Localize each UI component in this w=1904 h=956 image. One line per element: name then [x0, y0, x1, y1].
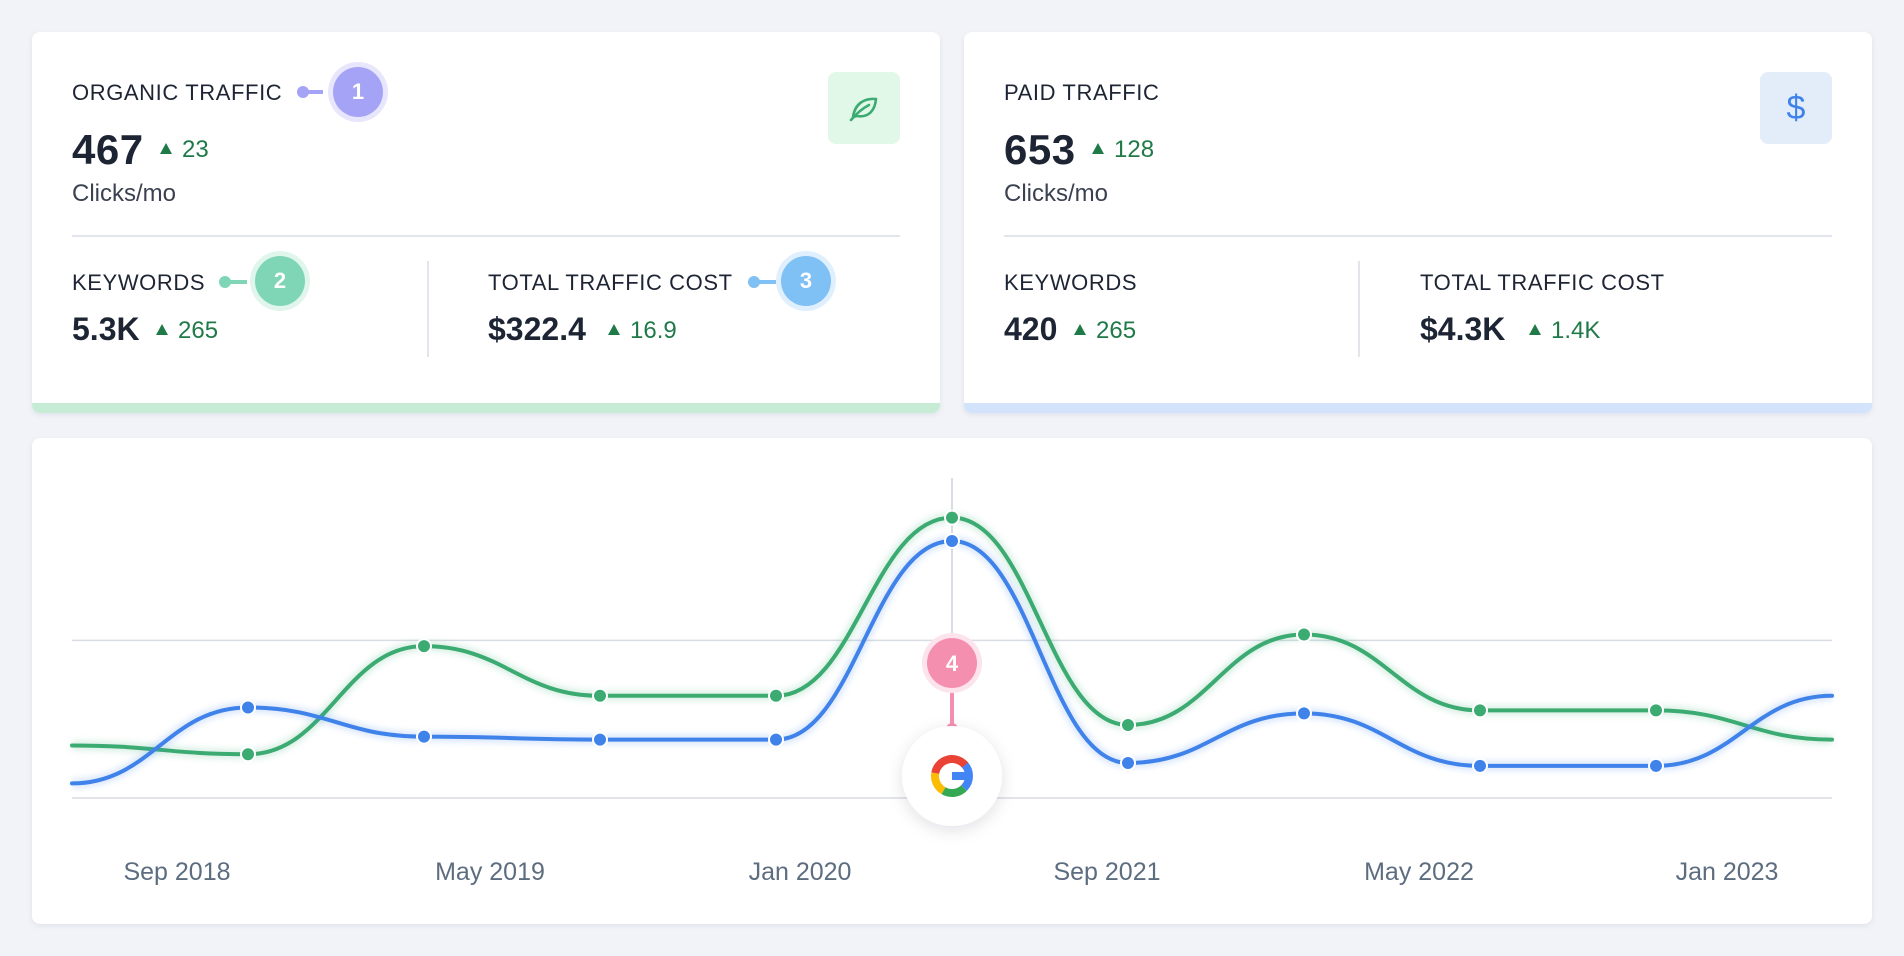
organic-keywords-label: KEYWORDS [72, 270, 206, 295]
data-point[interactable] [1474, 759, 1486, 772]
x-axis-tick-label: Jan 2020 [749, 858, 852, 886]
data-point[interactable] [418, 730, 430, 743]
data-point[interactable] [1650, 704, 1662, 717]
leaf-icon [849, 97, 878, 122]
data-point[interactable] [418, 640, 430, 653]
x-axis-tick-label: May 2019 [435, 858, 545, 886]
x-axis-tick-label: Jan 2023 [1676, 858, 1779, 886]
organic-traffic-value: 467 [72, 126, 144, 173]
chart-x-axis: Sep 2018 May 2019 Jan 2020 Sep 2021 May 2022… [123, 858, 1778, 886]
paid-keywords-label: KEYWORDS [1004, 270, 1138, 295]
organic-traffic-card: ORGANIC TRAFFIC 1 467 23 Clicks/mo KEYWO… [32, 32, 940, 413]
data-point[interactable] [1650, 759, 1662, 772]
data-point[interactable] [1474, 704, 1486, 717]
organic-accent-bar [32, 403, 940, 413]
organic-traffic-delta: 23 [160, 136, 209, 164]
organic-traffic-unit: Clicks/mo [72, 180, 177, 207]
up-triangle-icon [608, 323, 620, 335]
organic-vertical-divider [427, 261, 429, 357]
up-triangle-icon [1092, 142, 1104, 154]
paid-cost-label: TOTAL TRAFFIC COST [1420, 270, 1665, 295]
callout-2-connector [225, 280, 247, 284]
traffic-chart-card: 4 Sep 2018 May 2019 Jan 2020 Sep 2021 May 20… [32, 438, 1872, 924]
paid-accent-bar [964, 403, 1872, 413]
organic-cost-delta-value: 16.9 [630, 317, 677, 344]
svg-text:$: $ [1787, 89, 1806, 127]
traffic-line-chart: 4 Sep 2018 May 2019 Jan 2020 Sep 2021 May 20… [70, 478, 1834, 886]
up-triangle-icon [1074, 323, 1086, 335]
callout-badge-3[interactable]: 3 [781, 256, 831, 306]
organic-cost-label: TOTAL TRAFFIC COST [488, 270, 733, 295]
data-point[interactable] [1122, 756, 1134, 769]
data-point[interactable] [242, 748, 254, 761]
paid-traffic-unit: Clicks/mo [1004, 180, 1109, 207]
organic-keywords-delta: 265 [156, 317, 218, 345]
callout-badge-4-text: 4 [946, 651, 959, 676]
data-point[interactable] [1122, 719, 1134, 731]
google-g-segment [941, 784, 967, 797]
paid-keywords-delta-value: 265 [1096, 317, 1137, 344]
data-point[interactable] [1298, 628, 1310, 641]
data-point[interactable] [594, 733, 606, 746]
data-point[interactable] [946, 535, 958, 548]
callout-1-connector [303, 90, 323, 94]
google-g-segment [931, 772, 946, 795]
paid-traffic-title: PAID TRAFFIC [1004, 80, 1160, 105]
paid-cost-delta: 1.4K [1529, 317, 1600, 345]
google-g-bar [952, 772, 970, 780]
paid-traffic-value: 653 [1004, 126, 1076, 173]
callout-3-connector [754, 280, 776, 284]
paid-cost-delta-value: 1.4K [1551, 317, 1601, 344]
organic-traffic-title: ORGANIC TRAFFIC [72, 80, 283, 105]
up-triangle-icon [156, 323, 168, 335]
organic-traffic-delta-value: 23 [182, 136, 209, 163]
up-triangle-icon [1529, 323, 1541, 335]
callout-badge-1[interactable]: 1 [333, 67, 383, 117]
chart-marker[interactable]: 4 [902, 633, 1002, 826]
paid-icon-box: $ [1760, 72, 1832, 144]
paid-keywords-value: 420 [1004, 311, 1058, 347]
organic-cost-value: $322.4 [488, 311, 586, 347]
x-axis-tick-label: Sep 2018 [123, 858, 230, 886]
organic-keywords-delta-value: 265 [178, 317, 219, 344]
x-axis-tick-label: Sep 2021 [1053, 858, 1160, 886]
data-point[interactable] [1298, 707, 1310, 720]
data-point[interactable] [594, 689, 606, 702]
callout-badge-4[interactable] [927, 638, 977, 688]
data-point[interactable] [242, 701, 254, 714]
x-axis-tick-label: May 2022 [1364, 858, 1474, 886]
paid-traffic-delta: 128 [1092, 136, 1154, 164]
data-point[interactable] [946, 511, 958, 524]
google-g-segment [931, 755, 969, 775]
data-point[interactable] [770, 733, 782, 746]
dollar-icon: $ [1787, 89, 1806, 127]
google-g-icon [931, 755, 973, 797]
organic-divider [72, 235, 900, 237]
paid-traffic-card: PAID TRAFFIC $ 653 128 Clicks/mo KEYWORD… [964, 32, 1872, 413]
data-point[interactable] [770, 689, 782, 702]
paid-vertical-divider [1358, 261, 1360, 357]
paid-divider [1004, 235, 1832, 237]
paid-cost-value: $4.3K [1420, 311, 1506, 347]
paid-keywords-delta: 265 [1074, 317, 1136, 345]
callout-badge-2[interactable]: 2 [255, 256, 305, 306]
organic-keywords-value: 5.3K [72, 311, 140, 347]
organic-icon-box [828, 72, 900, 144]
paid-traffic-delta-value: 128 [1114, 136, 1155, 163]
organic-cost-delta: 16.9 [608, 317, 677, 345]
up-triangle-icon [160, 142, 172, 154]
chart-series [70, 509, 1834, 789]
